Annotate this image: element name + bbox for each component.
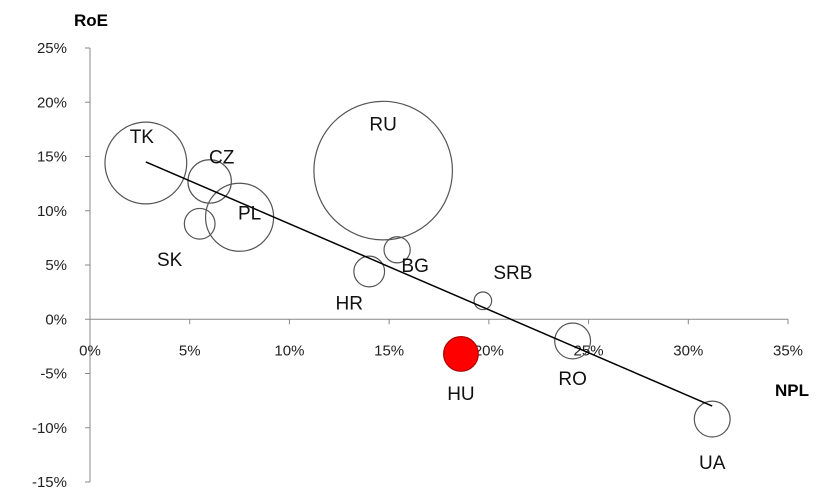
x-tick-label: 5% [179, 342, 201, 359]
x-tick-label: 30% [673, 342, 703, 359]
bubble-tk [104, 121, 188, 205]
y-tick-label: 5% [45, 257, 67, 274]
y-tick-label: 10% [37, 203, 67, 220]
bubble-label-bg: BG [401, 256, 428, 277]
bubble-hr [353, 255, 386, 288]
bubble-hu [443, 336, 479, 372]
bubble-labels: TK CZ PL SK RU BG HR SRB HU RO UA [130, 115, 726, 474]
y-axis: -15% -10% -5% 0% 5% 10% 15% 20% 25% [32, 40, 91, 491]
bubble-label-pl: PL [238, 203, 261, 224]
x-tick-label: 15% [374, 342, 404, 359]
y-tick-label: 25% [37, 40, 67, 57]
bubble-label-hr: HR [335, 294, 362, 315]
trendline [145, 161, 713, 407]
bubble-label-hu: HU [447, 384, 474, 405]
bubble-ro [554, 322, 592, 360]
bubble-label-tk: TK [130, 127, 155, 148]
x-tick-label: 20% [474, 342, 504, 359]
bubble-bg [383, 236, 411, 264]
bubble-sk [183, 207, 216, 240]
y-axis-title: RoE [74, 11, 108, 30]
x-axis: 0% 5% 10% 15% 20% 25% 30% 35% [79, 318, 803, 359]
x-axis-title: NPL [775, 381, 809, 400]
y-tick-label: 20% [37, 94, 67, 111]
y-tick-label: -15% [32, 474, 67, 491]
y-tick-label: -10% [32, 420, 67, 437]
bubble-ua [693, 400, 731, 438]
bubbles [104, 100, 731, 438]
bubble-label-srb: SRB [493, 263, 532, 284]
bubble-label-cz: CZ [209, 147, 235, 168]
bubble-label-ru: RU [369, 115, 396, 136]
x-tick-label: 35% [773, 342, 803, 359]
bubble-cz [187, 159, 232, 204]
x-tick-label: 10% [274, 342, 304, 359]
trendline-group [145, 161, 713, 407]
bubble-label-ua: UA [699, 453, 726, 474]
bubble-ru [313, 100, 454, 241]
x-tick-label: 0% [79, 342, 101, 359]
bubble-srb [473, 291, 493, 311]
y-tick-label: -5% [40, 366, 67, 383]
x-tick-label: 25% [574, 342, 604, 359]
bubble-label-ro: RO [558, 369, 587, 390]
y-tick-label: 0% [45, 311, 67, 328]
y-tick-label: 15% [37, 149, 67, 166]
bubble-label-sk: SK [157, 250, 183, 271]
